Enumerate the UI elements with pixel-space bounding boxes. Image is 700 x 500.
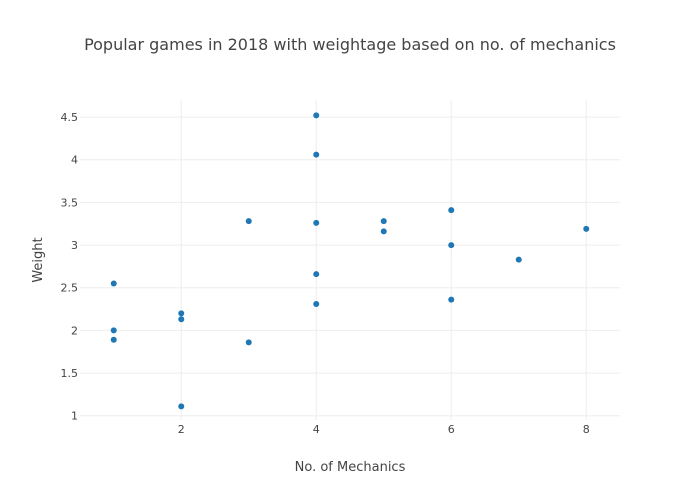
y-tick-label: 1 [71,410,78,423]
data-point[interactable] [515,256,522,263]
y-tick-label: 3 [71,239,78,252]
x-tick-label: 4 [313,423,320,436]
data-point[interactable] [178,316,185,323]
data-point[interactable] [110,280,117,287]
x-tick-label: 2 [178,423,185,436]
data-point[interactable] [583,225,590,232]
data-point[interactable] [313,112,320,119]
tick-labels: 2 4 6 8 1 1.5 2 2.5 3 3.5 4 4.5 [61,111,590,436]
data-point[interactable] [110,336,117,343]
data-point[interactable] [313,271,320,278]
data-point[interactable] [380,218,387,225]
x-tick-label: 6 [448,423,455,436]
data-point[interactable] [245,218,252,225]
grid-lines [80,100,620,420]
data-points [110,112,590,410]
chart-title: Popular games in 2018 with weightage bas… [84,35,616,54]
data-point[interactable] [110,327,117,334]
data-point[interactable] [313,219,320,226]
data-point[interactable] [448,242,455,249]
data-point[interactable] [448,296,455,303]
data-point[interactable] [448,207,455,214]
y-tick-label: 1.5 [61,367,79,380]
y-tick-label: 3.5 [61,196,79,209]
data-point[interactable] [178,403,185,410]
y-tick-label: 4 [71,154,78,167]
y-tick-label: 2 [71,324,78,337]
y-tick-label: 2.5 [61,282,79,295]
y-tick-label: 4.5 [61,111,79,124]
y-axis-title: Weight [31,237,46,282]
data-point[interactable] [245,339,252,346]
data-point[interactable] [313,300,320,307]
x-tick-label: 8 [583,423,590,436]
data-point[interactable] [178,310,185,317]
x-axis-title: No. of Mechanics [295,460,406,475]
data-point[interactable] [313,151,320,158]
data-point[interactable] [380,228,387,235]
